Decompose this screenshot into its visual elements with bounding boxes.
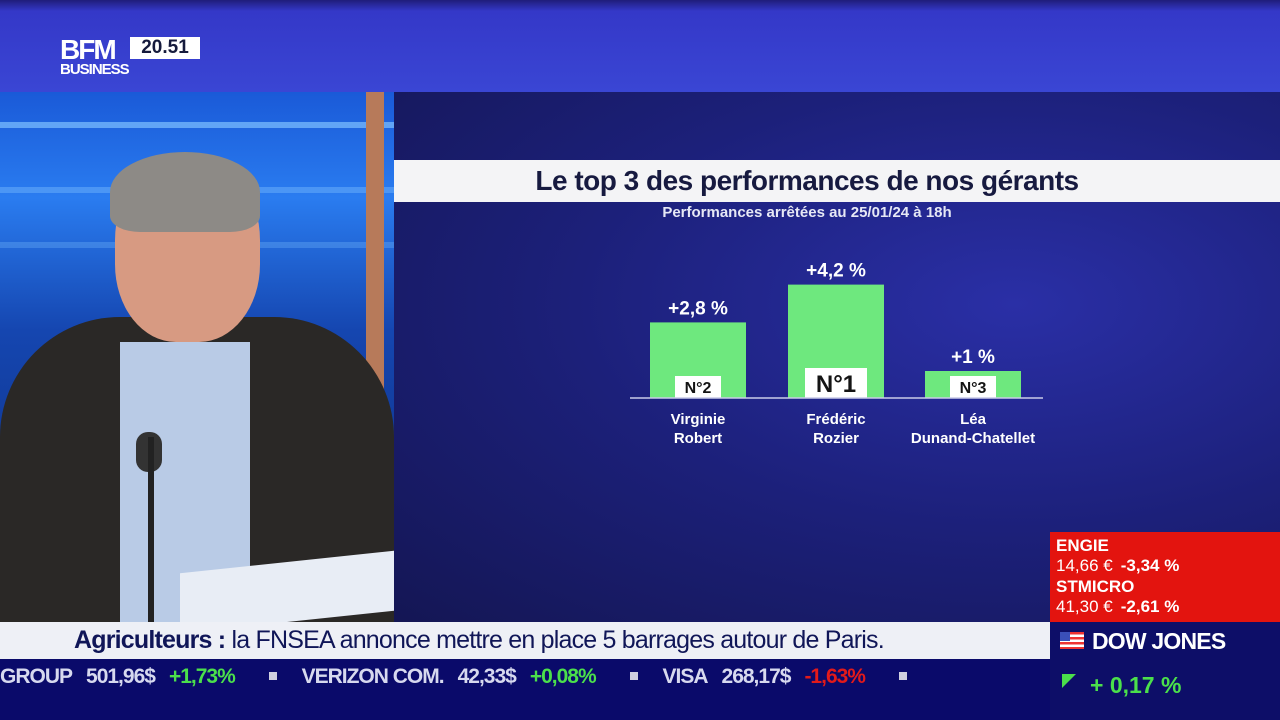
- ticker-price: 268,17$: [721, 665, 792, 688]
- ticker-name: VISA: [662, 665, 709, 688]
- ticker-separator: [268, 672, 277, 680]
- category-label: Dunand-Chatellet: [911, 430, 1035, 447]
- rank-label: N°3: [960, 380, 987, 397]
- logo-top: BFM: [60, 34, 117, 65]
- stock-name: ENGIE: [1056, 536, 1109, 555]
- index-panel: DOW JONES + 0,17 %: [1050, 622, 1280, 720]
- ticker-price: 42,33$: [457, 665, 517, 688]
- value-label: +2,8 %: [668, 298, 728, 319]
- title-bar: [394, 160, 1280, 202]
- bfm-business-logo: BFM BUSINESS: [60, 34, 130, 78]
- category-label: Léa: [960, 411, 987, 428]
- ticker-change: -1,63%: [804, 665, 866, 688]
- news-headline: Agriculteurs : la FNSEA annonce mettre e…: [0, 622, 1050, 659]
- stock-item: STMICRO 41,30 € -2,61 %: [1056, 577, 1280, 618]
- ticker-change: +0,08%: [529, 665, 597, 688]
- stock-price: 14,66 €: [1056, 556, 1113, 575]
- category-label: Virginie: [671, 411, 726, 428]
- headline-text: la FNSEA annonce mettre en place 5 barra…: [225, 626, 884, 654]
- chart-title: Le top 3 des performances de nos gérants: [535, 165, 1079, 196]
- category-label: Robert: [674, 430, 722, 447]
- ticker-name: GROUP: [0, 665, 73, 688]
- stock-item: ENGIE 14,66 € -3,34 %: [1056, 536, 1280, 577]
- value-label: +1 %: [951, 347, 995, 368]
- rank-badge: [950, 376, 996, 398]
- top-banner: [0, 0, 1280, 92]
- index-name: DOW JONES: [1092, 628, 1226, 654]
- up-arrow-icon: [1062, 674, 1076, 688]
- chart-subtitle: Performances arrêtées au 25/01/24 à 18h: [662, 204, 952, 221]
- rank-label: N°2: [685, 380, 712, 397]
- studio-presenter-image: [0, 92, 394, 622]
- category-label: Rozier: [813, 430, 859, 447]
- stock-change: -2,61 %: [1120, 597, 1180, 616]
- rank-badge: [805, 368, 867, 398]
- stock-ticker: GROUP 501,96$ +1,73% VERIZON COM. 42,33$ +0,…: [0, 659, 1050, 720]
- ticker-separator: [629, 672, 638, 680]
- stock-name: STMICRO: [1056, 577, 1135, 596]
- logo-bottom: BUSINESS: [60, 61, 130, 78]
- ticker-price: 501,96$: [86, 665, 156, 688]
- rank-label: N°1: [816, 371, 856, 398]
- rank-badge: [675, 376, 721, 398]
- value-label: +4,2 %: [806, 261, 866, 282]
- stock-movers-box: ENGIE 14,66 € -3,34 % STMICRO 41,30 € -2,61 …: [1050, 532, 1280, 622]
- stock-change: -3,34 %: [1120, 556, 1180, 575]
- headline-topic: Agriculteurs :: [74, 626, 226, 654]
- index-change: + 0,17 %: [1090, 672, 1182, 698]
- ticker-separator: [898, 672, 907, 680]
- stock-price: 41,30 €: [1056, 597, 1113, 616]
- clock: 20.51: [130, 37, 200, 59]
- ticker-change: +1,73%: [168, 665, 236, 688]
- category-label: Frédéric: [806, 411, 865, 428]
- us-flag-icon: [1060, 632, 1084, 649]
- ticker-name: VERIZON COM.: [301, 665, 445, 688]
